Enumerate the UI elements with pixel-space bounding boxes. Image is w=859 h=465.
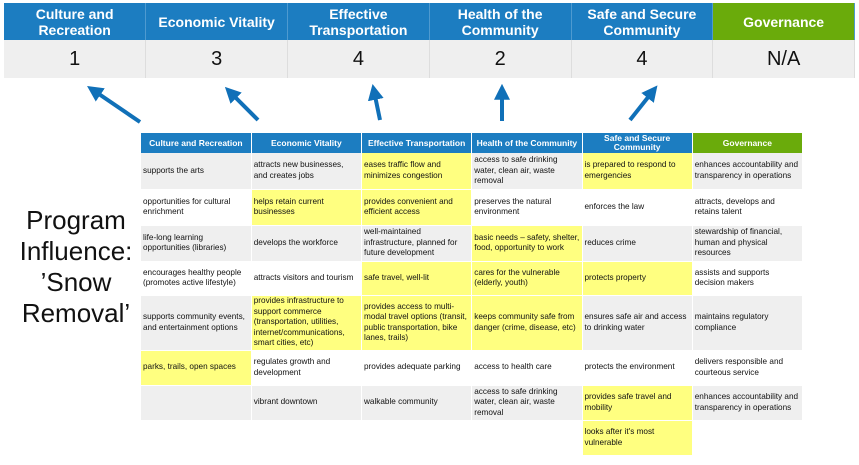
table-cell: access to health care <box>471 350 583 386</box>
table-cell: parks, trails, open spaces <box>141 350 252 386</box>
category-score: 3 <box>145 40 288 78</box>
table-cell: provides infrastructure to support comme… <box>251 295 363 351</box>
table-cell: opportunities for cultural enrichment <box>141 189 252 226</box>
table-cell <box>141 385 252 421</box>
table-cell <box>471 420 583 456</box>
table-cell: safe travel, well-lit <box>361 261 473 296</box>
arrow-icon <box>87 85 142 124</box>
label-line: Influence: <box>19 236 133 266</box>
table-cell: attracts visitors and tourism <box>251 261 363 296</box>
table-row: opportunities for cultural enrichment hel… <box>141 189 804 226</box>
score-summary-table: Culture and Recreation Economic Vitality E… <box>4 3 855 78</box>
table-cell <box>141 420 252 456</box>
table-cell: looks after it's most vulnerable <box>582 420 693 456</box>
table-cell: protects property <box>582 261 693 296</box>
table-row: looks after it's most vulnerable <box>141 420 804 456</box>
table-cell: life-long learning opportunities (librar… <box>141 225 252 262</box>
table-cell: helps retain current businesses <box>251 189 363 226</box>
table-cell: keeps community safe from danger (crime,… <box>471 295 583 351</box>
table-cell: attracts, develops and retains talent <box>692 189 804 226</box>
category-score: 2 <box>429 40 572 78</box>
table-cell: preserves the natural environment <box>471 189 583 226</box>
category-score: 4 <box>287 40 430 78</box>
table-cell: ensures safe air and access to drinking … <box>582 295 693 351</box>
table-cell: reduces crime <box>582 225 693 262</box>
table-cell: access to safe drinking water, clean air… <box>471 153 583 190</box>
table-cell: is prepared to respond to emergencies <box>582 153 693 190</box>
column-header: Culture and Recreation <box>141 133 252 153</box>
column-header: Governance <box>692 133 804 153</box>
table-cell: enhances accountability and transparency… <box>692 153 804 190</box>
table-cell <box>251 420 363 456</box>
table-cell: eases traffic flow and minimizes congest… <box>361 153 473 190</box>
table-cell <box>361 420 473 456</box>
table-cell: provides access to multi-modal travel op… <box>361 295 473 351</box>
table-cell: cares for the vulnerable (elderly, youth… <box>471 261 583 296</box>
table-cell: attracts new businesses, and creates job… <box>251 153 363 190</box>
table-cell: supports the arts <box>141 153 252 190</box>
arrow-icon <box>367 83 384 121</box>
table-cell: basic needs – safety, shelter, food, opp… <box>471 225 583 262</box>
table-cell: develops the workforce <box>251 225 363 262</box>
table-row: supports community events, and entertain… <box>141 295 804 351</box>
category-header: Governance <box>712 3 855 40</box>
arrow-icon <box>628 85 658 122</box>
table-cell: assists and supports decision makers <box>692 261 804 296</box>
arrow-icon <box>224 86 260 122</box>
category-score: 1 <box>4 40 147 78</box>
table-cell: delivers responsible and courteous servi… <box>692 350 804 386</box>
column-header: Economic Vitality <box>251 133 363 153</box>
category-header: Health of the Community <box>429 3 572 40</box>
table-cell: protects the environment <box>582 350 693 386</box>
table-cell: supports community events, and entertain… <box>141 295 252 351</box>
table-cell: enforces the law <box>582 189 693 226</box>
table-row: life-long learning opportunities (librar… <box>141 225 804 262</box>
table-cell: well-maintained infrastructure, planned … <box>361 225 473 262</box>
table-cell: provides convenient and efficient access <box>361 189 473 226</box>
table-cell: enhances accountability and transparency… <box>692 385 804 421</box>
category-header: Economic Vitality <box>145 3 288 40</box>
label-line: Removal’ <box>21 298 131 328</box>
category-header: Culture and Recreation <box>4 3 147 40</box>
category-score: N/A <box>712 40 855 78</box>
table-cell: vibrant downtown <box>251 385 363 421</box>
table-row: vibrant downtown walkable community access… <box>141 385 804 421</box>
column-header: Safe and Secure Community <box>582 133 693 153</box>
table-cell: walkable community <box>361 385 473 421</box>
table-cell: encourages healthy people (promotes acti… <box>141 261 252 296</box>
table-cell: provides adequate parking <box>361 350 473 386</box>
table-row: encourages healthy people (promotes acti… <box>141 261 804 296</box>
table-row: supports the arts attracts new businesses… <box>141 153 804 190</box>
table-cell: access to safe drinking water, clean air… <box>471 385 583 421</box>
program-influence-label: Program Influence: ’Snow Removal’ <box>0 205 152 329</box>
label-line: ’Snow <box>40 267 112 297</box>
column-header: Effective Transportation <box>361 133 473 153</box>
table-cell: stewardship of financial, human and phys… <box>692 225 804 262</box>
label-line: Program <box>26 205 126 235</box>
table-cell <box>692 420 804 456</box>
category-header: Safe and Secure Community <box>571 3 714 40</box>
influence-matrix: Culture and Recreation Economic Vitality E… <box>141 133 804 456</box>
table-cell: maintains regulatory compliance <box>692 295 804 351</box>
table-row: parks, trails, open spaces regulates grow… <box>141 350 804 386</box>
table-cell: provides safe travel and mobility <box>582 385 693 421</box>
column-header: Health of the Community <box>471 133 583 153</box>
category-score: 4 <box>571 40 714 78</box>
category-header: Effective Transportation <box>287 3 430 40</box>
table-cell: regulates growth and development <box>251 350 363 386</box>
